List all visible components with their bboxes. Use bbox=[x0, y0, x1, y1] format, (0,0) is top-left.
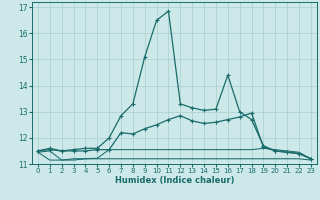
X-axis label: Humidex (Indice chaleur): Humidex (Indice chaleur) bbox=[115, 176, 234, 185]
